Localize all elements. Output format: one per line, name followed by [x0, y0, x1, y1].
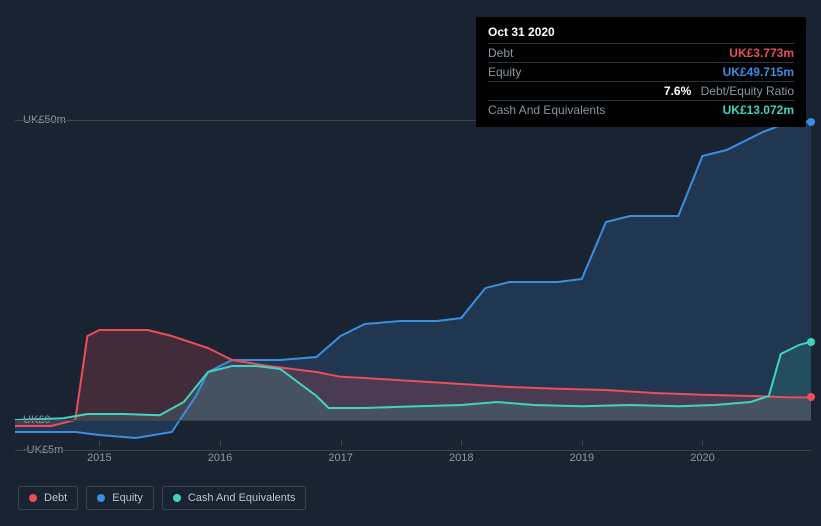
tooltip-row-ratio: 7.6% Debt/Equity Ratio [488, 81, 794, 100]
x-tick-label: 2017 [328, 452, 352, 464]
x-tick-label: 2019 [570, 452, 594, 464]
x-tick-mark [341, 440, 342, 446]
legend-label-debt: Debt [44, 492, 67, 504]
tooltip-date: Oct 31 2020 [488, 25, 794, 43]
tooltip-debt-value: UK£3.773m [729, 46, 794, 60]
chart-plot-area[interactable]: UK£50mUK£0-UK£5m [15, 120, 811, 450]
x-tick-label: 2020 [690, 452, 714, 464]
x-tick-label: 2015 [87, 452, 111, 464]
x-axis: 201520162017201820192020 [15, 460, 811, 480]
x-tick-mark [220, 440, 221, 446]
chart-legend: Debt Equity Cash And Equivalents [18, 486, 306, 510]
x-tick-mark [582, 440, 583, 446]
tooltip-equity-label: Equity [488, 65, 521, 79]
x-tick-label: 2016 [208, 452, 232, 464]
tooltip-row-cash: Cash And Equivalents UK£13.072m [488, 100, 794, 119]
tooltip-row-equity: Equity UK£49.715m [488, 62, 794, 81]
tooltip-ratio: 7.6% Debt/Equity Ratio [664, 84, 794, 98]
end-marker-debt [807, 393, 815, 401]
legend-dot-debt [29, 494, 37, 502]
tooltip-debt-label: Debt [488, 46, 513, 60]
x-tick-mark [461, 440, 462, 446]
legend-label-equity: Equity [112, 492, 143, 504]
tooltip-cash-label: Cash And Equivalents [488, 103, 605, 117]
chart-svg [15, 120, 811, 450]
x-tick-label: 2018 [449, 452, 473, 464]
x-tick-mark [99, 440, 100, 446]
tooltip-row-debt: Debt UK£3.773m [488, 43, 794, 62]
y-gridline [15, 420, 811, 421]
legend-item-equity[interactable]: Equity [86, 486, 154, 510]
legend-item-cash[interactable]: Cash And Equivalents [162, 486, 307, 510]
legend-item-debt[interactable]: Debt [18, 486, 78, 510]
legend-dot-equity [97, 494, 105, 502]
tooltip-ratio-label: Debt/Equity Ratio [701, 84, 794, 98]
tooltip-cash-value: UK£13.072m [723, 103, 794, 117]
tooltip-equity-value: UK£49.715m [723, 65, 794, 79]
legend-dot-cash [173, 494, 181, 502]
tooltip-ratio-value: 7.6% [664, 84, 691, 98]
y-gridline [15, 450, 811, 451]
x-tick-mark [702, 440, 703, 446]
chart-tooltip: Oct 31 2020 Debt UK£3.773m Equity UK£49.… [476, 17, 806, 127]
end-marker-equity [807, 118, 815, 126]
end-marker-cash [807, 338, 815, 346]
legend-label-cash: Cash And Equivalents [188, 492, 296, 504]
